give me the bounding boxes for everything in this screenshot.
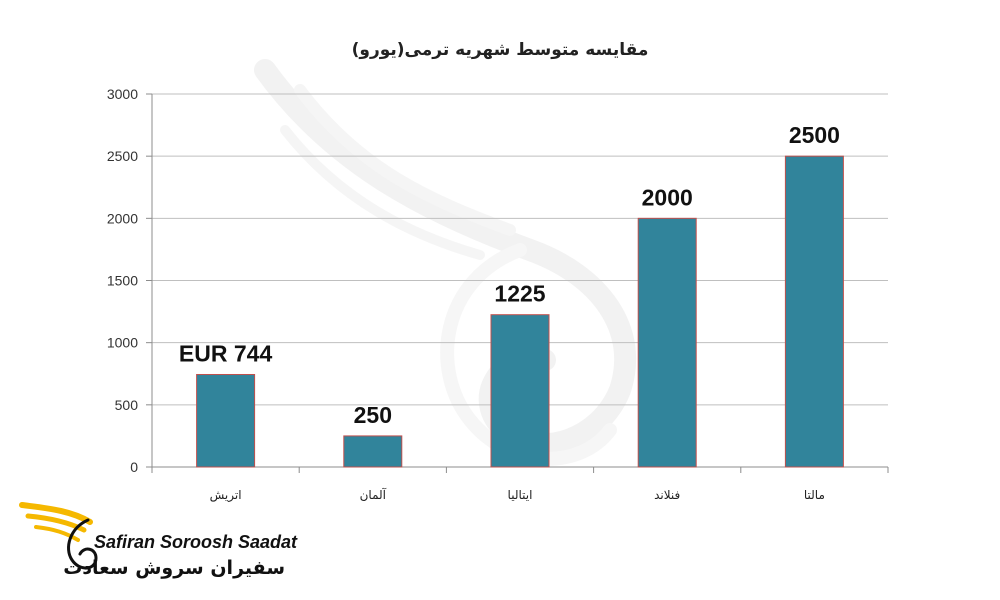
data-label: 1225 xyxy=(494,281,545,307)
data-label: 250 xyxy=(354,402,392,428)
logo-wing-icon xyxy=(19,502,98,570)
bar xyxy=(637,217,697,468)
x-axis-ticks: اتریش آلمان ایتالیا فنلاند مالتا xyxy=(210,487,825,503)
watermark-wing-icon xyxy=(254,59,637,466)
y-tick-label: 0 xyxy=(130,459,138,475)
chart-title: مقایسه متوسط شهریه ترمی(یورو) xyxy=(352,40,649,60)
y-tick-label: 1500 xyxy=(107,273,138,289)
bar xyxy=(784,155,844,468)
x-tick-label: فنلاند xyxy=(654,488,680,502)
x-tick-label: آلمان xyxy=(360,487,387,502)
logo-latin-text: Safiran Soroosh Saadat xyxy=(94,532,298,552)
y-tick-label: 2000 xyxy=(107,210,138,226)
x-tick-label: مالتا xyxy=(804,488,825,502)
data-label: 2000 xyxy=(642,184,693,210)
bars xyxy=(196,155,844,468)
logo-persian-text: سفیران سروش سعادت xyxy=(63,557,285,579)
y-tick-label: 3000 xyxy=(107,86,138,102)
data-label: EUR 744 xyxy=(179,340,273,366)
y-tick-label: 2500 xyxy=(107,148,138,164)
y-tick-label: 500 xyxy=(115,397,139,413)
data-labels: EUR 744 250 1225 2000 2500 xyxy=(179,122,840,428)
company-logo: Safiran Soroosh Saadat سفیران سروش سعادت xyxy=(19,502,298,579)
bar xyxy=(196,373,256,468)
bar xyxy=(343,435,403,468)
y-tick-label: 1000 xyxy=(107,335,138,351)
x-tick-label: ایتالیا xyxy=(508,488,533,502)
y-axis-ticks: 0 500 1000 1500 2000 2500 3000 xyxy=(107,86,138,475)
data-label: 2500 xyxy=(789,122,840,148)
bar xyxy=(490,314,550,468)
x-tick-label: اتریش xyxy=(210,488,242,503)
